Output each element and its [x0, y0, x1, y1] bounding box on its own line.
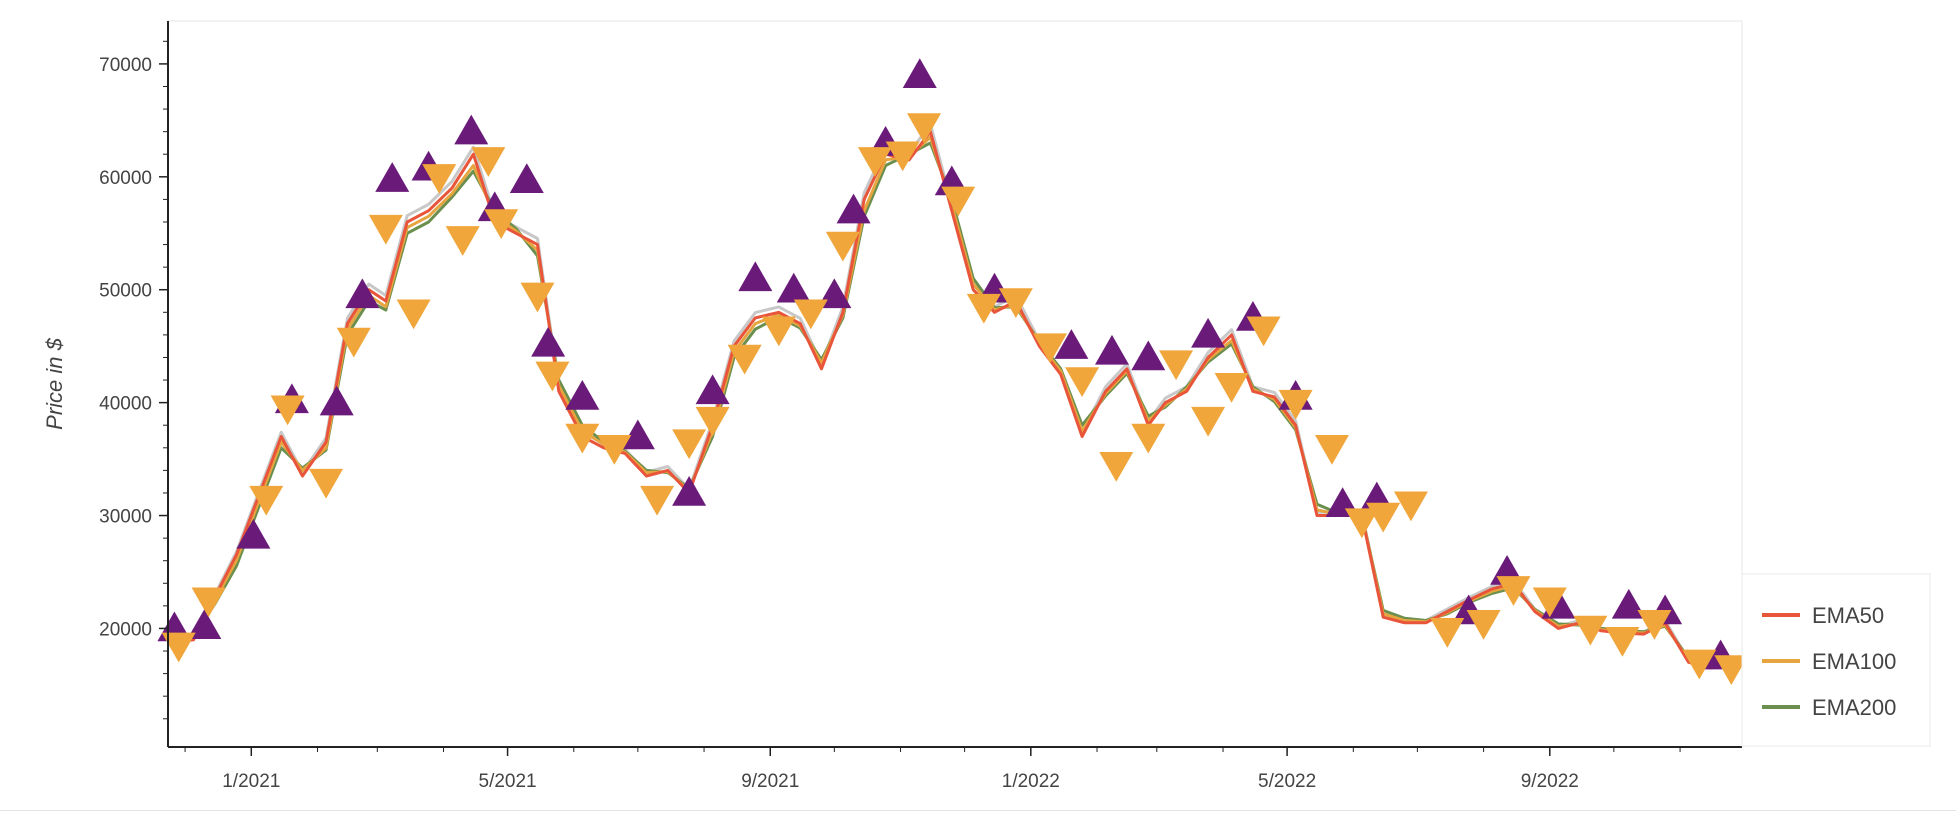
sell-marker: [640, 485, 675, 516]
sell-marker: [535, 361, 570, 392]
sell-marker: [941, 186, 976, 217]
buy-marker: [836, 193, 871, 224]
y-tick-label: 50000: [99, 281, 152, 302]
sell-marker: [998, 288, 1033, 319]
sell-marker: [825, 231, 860, 262]
buy-marker: [236, 518, 271, 549]
sell-marker: [857, 147, 892, 177]
legend-label-ema100: EMA100: [1812, 649, 1896, 674]
buy-marker: [375, 162, 410, 192]
buy-marker: [319, 385, 354, 416]
buy-marker: [454, 114, 489, 145]
sell-marker: [249, 485, 284, 516]
legend-label-ema50: EMA50: [1812, 603, 1884, 628]
x-tick-label: 5/2022: [1258, 771, 1316, 792]
y-tick-label: 40000: [99, 394, 152, 415]
marker-layer: [157, 58, 1749, 685]
sell-marker: [445, 226, 480, 256]
legend: EMA50 EMA100 EMA200: [1741, 573, 1931, 747]
buy-marker: [672, 475, 707, 506]
sell-marker: [761, 316, 796, 347]
sell-marker: [1191, 406, 1226, 437]
sell-marker: [1344, 508, 1379, 539]
sell-marker: [597, 435, 632, 465]
plot-frame: [167, 20, 1743, 748]
buy-marker: [695, 374, 730, 405]
buy-marker: [620, 419, 655, 450]
x-tick-label: 1/2022: [1002, 771, 1060, 792]
sell-marker: [422, 164, 457, 194]
sell-marker: [1131, 423, 1166, 454]
x-tick-label: 9/2022: [1521, 771, 1579, 792]
sell-marker: [1573, 615, 1608, 646]
buy-marker: [531, 326, 566, 357]
buy-marker: [509, 163, 544, 193]
sell-marker: [309, 468, 344, 499]
sell-marker: [191, 587, 226, 618]
sell-marker: [1065, 367, 1100, 398]
buy-marker: [776, 272, 811, 303]
sell-marker: [1159, 350, 1194, 381]
sell-marker: [1278, 389, 1313, 420]
buy-marker: [1131, 340, 1166, 371]
y-tick-label: 70000: [99, 55, 152, 76]
sell-marker: [565, 423, 600, 454]
sell-marker: [1605, 626, 1640, 657]
sell-marker: [161, 632, 196, 663]
x-axis: 1/2021 5/2021 9/2021 1/2022 5/2022 9/2022: [184, 747, 1681, 792]
sell-marker: [1430, 617, 1465, 648]
y-tick-label: 20000: [99, 619, 152, 640]
buy-marker: [1611, 588, 1646, 619]
sell-marker: [368, 214, 403, 245]
x-tick-label: 1/2021: [222, 771, 280, 792]
buy-marker: [565, 379, 600, 410]
sell-marker: [1033, 333, 1068, 364]
sell-marker: [1366, 502, 1401, 533]
sell-marker: [484, 209, 519, 239]
sell-marker: [1314, 435, 1349, 465]
sell-marker: [793, 299, 828, 330]
sell-marker: [907, 113, 942, 144]
y-axis-title: Price in $: [42, 337, 67, 429]
sell-marker: [396, 299, 431, 330]
legend-label-ema200: EMA200: [1812, 695, 1896, 720]
sell-marker: [695, 406, 730, 437]
y-tick-label: 60000: [99, 168, 152, 189]
sell-marker: [1099, 451, 1134, 482]
sell-marker: [1714, 655, 1749, 685]
sell-marker: [1532, 587, 1567, 618]
sell-marker: [1466, 610, 1501, 640]
sell-marker: [336, 327, 371, 358]
y-tick-label: 30000: [99, 507, 152, 528]
buy-marker: [345, 278, 380, 309]
x-tick-label: 9/2021: [741, 771, 799, 792]
sell-marker: [1214, 372, 1249, 403]
sell-marker: [672, 429, 707, 460]
sell-marker: [727, 344, 762, 375]
bottom-divider: [0, 810, 1956, 811]
buy-marker: [738, 261, 773, 292]
sell-marker: [1682, 649, 1717, 680]
sell-marker: [966, 293, 1001, 324]
sell-marker: [885, 141, 920, 172]
sell-marker: [471, 147, 506, 177]
buy-marker: [1191, 317, 1226, 348]
x-tick-label: 5/2021: [479, 771, 537, 792]
sell-marker: [1246, 316, 1281, 347]
sell-marker: [1637, 610, 1672, 640]
y-axis: 20000 30000 40000 50000 60000 70000: [99, 40, 168, 720]
sell-marker: [270, 395, 305, 426]
buy-marker: [187, 609, 222, 639]
sell-marker: [1496, 576, 1531, 606]
sell-marker: [520, 282, 555, 313]
buy-marker: [1054, 329, 1089, 359]
buy-marker: [902, 58, 937, 88]
buy-marker: [1094, 334, 1129, 365]
sell-marker: [1393, 491, 1428, 522]
